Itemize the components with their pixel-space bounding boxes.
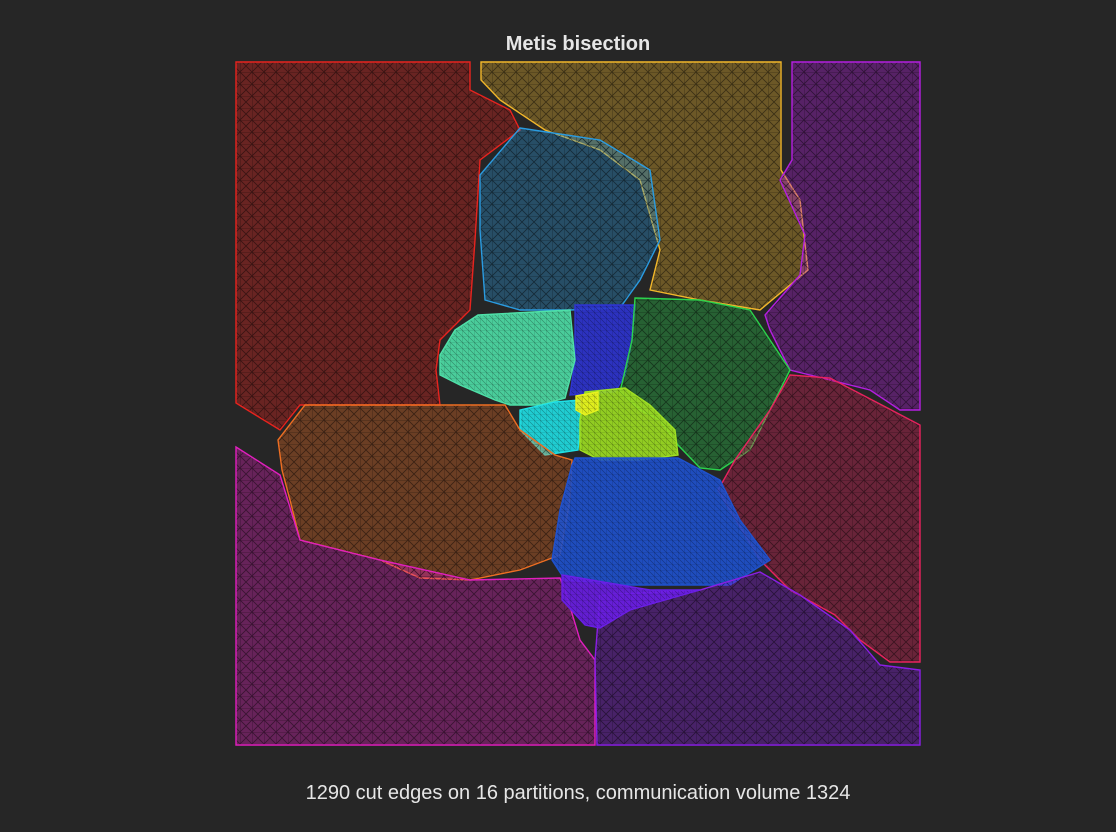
partition-outline — [561, 574, 701, 629]
partition-crimson — [717, 374, 921, 663]
partition-outline — [575, 391, 599, 416]
partition-mesh-lines — [595, 572, 920, 745]
partition-sky-blue — [479, 127, 661, 311]
figure-caption: 1290 cut edges on 16 partitions, communi… — [305, 782, 851, 804]
partition-outline — [277, 404, 573, 581]
partition-orange — [277, 404, 573, 581]
partition-mesh-lines — [440, 310, 575, 405]
partition-magenta-right — [764, 61, 921, 411]
partition-mesh-lines — [236, 447, 595, 745]
partition-violet — [594, 571, 921, 746]
partition-green — [619, 297, 791, 471]
partition-outline — [594, 571, 921, 746]
partition-mesh-lines — [480, 128, 660, 310]
partition-yellow-green — [579, 387, 679, 461]
partition-mesh-lines — [570, 305, 635, 395]
partition-mesh-lines — [278, 405, 572, 580]
partition-outline — [717, 374, 921, 663]
partition-mesh-lines — [620, 298, 790, 470]
partition-royal-blue — [551, 457, 772, 586]
partition-mesh-lines — [552, 458, 770, 585]
figure-title: Metis bisection — [505, 33, 651, 55]
partition-purple — [561, 574, 701, 629]
partition-outline — [551, 457, 772, 586]
partition-outline — [764, 61, 921, 411]
partition-yellow — [575, 391, 599, 416]
partition-red — [235, 61, 521, 431]
partition-outline — [235, 61, 521, 431]
partition-mesh-lines — [718, 375, 920, 662]
partition-outline — [439, 309, 576, 406]
partition-mesh-lines — [562, 575, 700, 628]
partition-mesh-lines — [765, 62, 920, 410]
partition-mint — [439, 309, 576, 406]
partition-mesh-lines — [576, 392, 598, 415]
partition-mesh-lines — [236, 62, 520, 430]
partition-mesh-lines — [580, 388, 678, 460]
